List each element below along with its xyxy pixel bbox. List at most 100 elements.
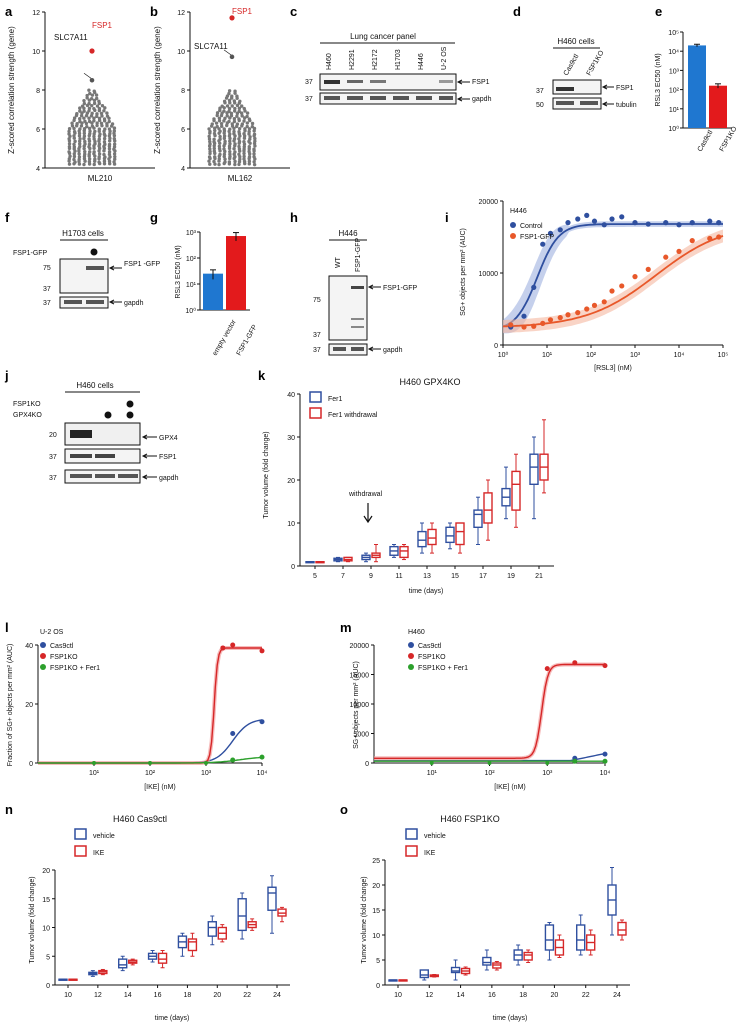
k-x-axis-label: time (days) (409, 588, 444, 595)
x-tick-label: 10⁰ (498, 351, 509, 359)
y-tick-label: 8 (36, 88, 40, 95)
slc7a11-leader (83, 73, 92, 79)
x-tick-label: 12 (425, 992, 433, 999)
data-point (602, 751, 608, 757)
data-point (77, 155, 82, 159)
y-tick-label: 8 (181, 88, 185, 95)
data-point (228, 132, 232, 136)
data-point (225, 94, 230, 98)
y-tick-label: 5 (46, 954, 50, 961)
data-point (67, 144, 72, 149)
data-point (223, 116, 227, 121)
data-point (252, 155, 256, 159)
data-point (609, 216, 615, 222)
panel-letter-n: n (5, 802, 13, 817)
data-point (92, 761, 96, 765)
data-point (250, 121, 255, 126)
panel-n: n H460 Cas9ctl vehicle IKE 0 5 10 15 20 10 12 1… (5, 802, 290, 1022)
panel-letter-k: k (258, 368, 266, 383)
data-point (572, 660, 578, 666)
fit-curve (38, 719, 263, 764)
data-point (87, 137, 91, 141)
j-row-fsp1ko: FSP1KO (13, 401, 41, 408)
i-axes: 10⁰ 10¹ 10² 10³ 10⁴ 10⁵ 0 10000 20000 (479, 199, 729, 359)
data-point (253, 144, 257, 148)
n-title: H460 Cas9ctl (113, 814, 167, 824)
panel-letter-c: c (290, 4, 297, 19)
h-marker-37-a: 37 (313, 332, 321, 339)
box (417, 530, 427, 548)
data-point (242, 145, 246, 149)
y-tick-label: 25 (372, 858, 380, 865)
data-point (235, 122, 240, 126)
y-tick-label: 12 (177, 10, 185, 17)
y-tick-label: 10 (177, 49, 185, 56)
panel-k: k H460 GPX4KO Fer1 Fer1 withdrawal 0 10 20… (258, 368, 554, 595)
f-marker-37-a: 37 (43, 286, 51, 293)
data-point (222, 119, 226, 123)
data-point (218, 134, 222, 139)
data-point (232, 129, 236, 134)
x-tick-label: 20 (213, 992, 221, 999)
data-point (230, 94, 234, 98)
m-legend-fsp1ko-fer1: FSP1KO + Fer1 (418, 665, 468, 672)
data-point (207, 134, 211, 139)
data-point (601, 222, 607, 228)
y-tick-label: 10 (372, 933, 380, 940)
data-point (247, 162, 251, 166)
panel-letter-g: g (150, 210, 158, 225)
o-legend-ike: IKE (424, 850, 436, 857)
data-point (232, 119, 237, 124)
b-slc7a11-label: SLC7A11 (194, 42, 228, 51)
data-point (204, 761, 208, 765)
x-tick-label: 21 (535, 573, 543, 580)
data-point (228, 139, 232, 143)
data-point (716, 220, 722, 226)
c-blot-fsp1 (319, 73, 457, 91)
data-point (218, 152, 222, 157)
data-point (228, 149, 232, 154)
data-point (228, 127, 232, 131)
box (445, 526, 455, 544)
data-point (87, 88, 91, 92)
data-point (218, 137, 222, 141)
h-marker-75: 75 (313, 297, 321, 304)
j-band-fsp1: FSP1 (159, 454, 177, 461)
data-point (100, 114, 104, 118)
data-point (222, 152, 227, 157)
data-point (242, 140, 246, 144)
data-point (707, 218, 713, 224)
data-point (110, 122, 115, 126)
data-point (252, 162, 257, 167)
data-point (230, 757, 236, 763)
data-point (208, 147, 212, 151)
e-x-label: Cas9ctl (697, 129, 715, 153)
x-tick-label: 16 (154, 992, 162, 999)
y-tick-label: 0 (291, 564, 295, 571)
data-point (107, 119, 111, 124)
data-point (87, 106, 92, 111)
data-point (247, 127, 252, 131)
x-tick-label: 22 (243, 992, 251, 999)
data-point (218, 106, 222, 110)
data-point (92, 98, 97, 103)
data-point (212, 149, 217, 153)
data-point (214, 121, 219, 125)
data-point (72, 126, 76, 131)
data-point (112, 152, 117, 156)
data-point (676, 222, 682, 228)
panel-i: i 10⁰ 10¹ 10² 10³ 10⁴ 10⁵ 0 10000 20000 H446 Con… (445, 199, 728, 372)
data-point (78, 137, 82, 141)
g-y-ticks: 10⁰ 10¹ 10² 10³ (185, 230, 200, 315)
x-tick-label: 10⁵ (718, 352, 729, 359)
data-point (88, 129, 92, 133)
y-tick-label: 20000 (350, 643, 370, 650)
box (483, 492, 493, 524)
b-y-ticks: 4 6 8 10 12 (177, 10, 190, 173)
i-cell-line: H446 (510, 208, 527, 215)
box (427, 528, 437, 546)
data-point (83, 149, 87, 154)
e-y-axis-label: RSL3 EC50 (nM) (655, 53, 662, 106)
data-point (107, 150, 112, 154)
data-point (92, 134, 96, 139)
